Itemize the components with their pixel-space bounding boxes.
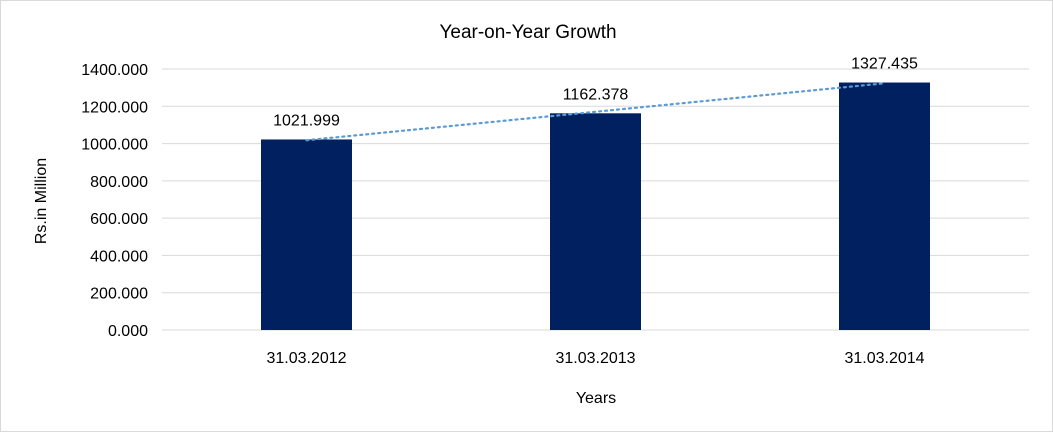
x-tick-label: 31.03.2014	[844, 350, 924, 367]
y-axis-label: Rs.in Million	[33, 158, 50, 244]
y-tick-label: 1400.000	[81, 62, 148, 79]
y-tick-label: 0.000	[108, 323, 148, 340]
x-axis-label: Years	[576, 390, 616, 407]
x-tick-label: 31.03.2013	[555, 350, 635, 367]
bar	[550, 113, 641, 330]
y-tick-label: 200.000	[90, 286, 148, 303]
x-tick-label: 31.03.2012	[266, 350, 346, 367]
bar	[261, 139, 352, 330]
y-tick-label: 1000.000	[81, 137, 148, 154]
y-tick-label: 800.000	[90, 174, 148, 191]
chart-title: Year-on-Year Growth	[439, 22, 616, 43]
data-label: 1021.999	[273, 112, 340, 129]
y-tick-label: 600.000	[90, 211, 148, 228]
trendline	[305, 82, 886, 142]
data-label: 1162.378	[563, 86, 629, 103]
bar	[839, 82, 930, 330]
data-label: 1327.435	[851, 56, 918, 73]
y-tick-label: 1200.000	[81, 99, 148, 116]
y-tick-label: 400.000	[90, 248, 148, 265]
